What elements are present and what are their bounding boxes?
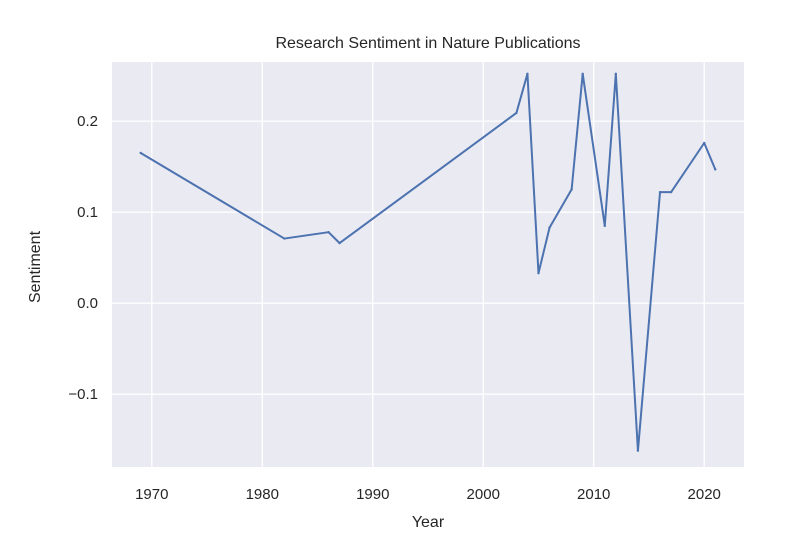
x-tick-label: 2020 [688,486,721,503]
data-point [139,151,142,155]
y-tick-label: 0.1 [77,204,98,221]
series-layer [139,72,717,452]
x-tick-label: 1980 [246,486,279,503]
data-point [327,230,330,234]
y-tick-label: 0.2 [77,113,98,130]
x-axis-label: Year [412,514,445,531]
grid [112,62,744,467]
x-tick-label: 1990 [356,486,389,503]
data-point [603,224,606,228]
data-point [636,449,640,452]
data-point [548,226,551,229]
data-point [537,271,540,275]
data-point [669,190,673,194]
data-point [526,72,529,76]
tick-labels: 1970 1980 1990 2000 2010 2020 −0.1 0.0 0.1 0.2 [68,113,721,503]
x-tick-label: 1970 [135,486,168,503]
x-tick-label: 2000 [467,486,500,503]
data-point [703,141,706,145]
y-tick-label: 0.0 [77,295,98,312]
data-point [515,111,518,115]
y-axis-label: Sentiment [27,230,44,303]
data-point [283,237,286,240]
data-point [338,241,341,245]
x-tick-label: 2010 [577,486,610,503]
data-point [658,190,662,194]
y-tick-label: −0.1 [68,386,98,403]
data-point [714,168,717,171]
data-point [570,188,573,191]
chart-title: Research Sentiment in Nature Publication… [275,35,580,52]
data-point [614,72,618,76]
plot-area [112,62,744,467]
data-point [581,72,584,76]
